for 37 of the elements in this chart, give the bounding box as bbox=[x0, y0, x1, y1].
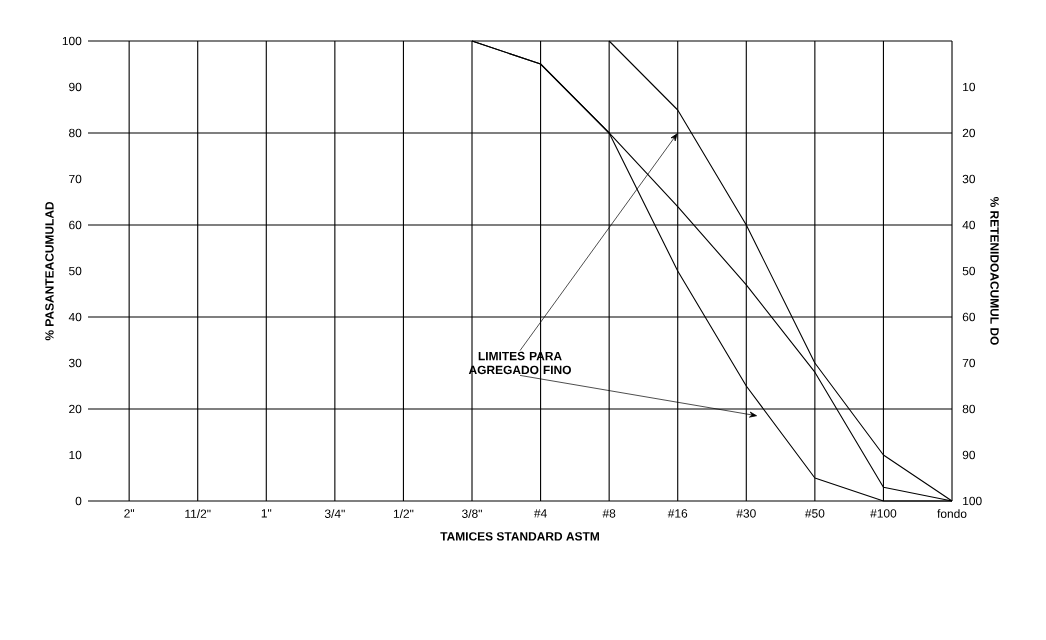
x-tick-label: #8 bbox=[602, 509, 616, 518]
y-tick-label: 30 bbox=[68, 358, 82, 368]
y2-tick-label: 70 bbox=[962, 358, 976, 368]
y-tick-label: 20 bbox=[69, 404, 82, 414]
y2-tick-label: 100 bbox=[963, 496, 982, 506]
y-tick-label: 50 bbox=[69, 266, 82, 276]
x-tick-label: #16 bbox=[667, 509, 688, 518]
y-tick-label: 0 bbox=[75, 496, 82, 506]
x-tick-label: fondo bbox=[937, 509, 967, 518]
y-tick-label: 80 bbox=[69, 128, 82, 138]
x-tick-label: 2" bbox=[124, 509, 135, 518]
y-tick-label: 40 bbox=[68, 312, 82, 322]
x-tick-label: 11/2" bbox=[185, 509, 211, 518]
y2-tick-label: 50 bbox=[962, 266, 976, 276]
x-tick-label: 3/8" bbox=[462, 509, 482, 518]
x-tick-label: #4 bbox=[533, 509, 547, 518]
x-tick-label: 1" bbox=[261, 509, 272, 518]
y-tick-label: 90 bbox=[69, 82, 82, 92]
y-tick-label: 60 bbox=[69, 220, 82, 230]
y2-tick-label: 20 bbox=[962, 128, 976, 138]
y2-axis-title: % RETENIDOACUMUL DO bbox=[990, 196, 999, 345]
y-tick-label: 100 bbox=[62, 36, 82, 46]
y-axis-title: % PASANTEACUMULAD bbox=[45, 201, 54, 341]
y2-tick-label: 60 bbox=[962, 312, 976, 322]
x-tick-label: 1/2" bbox=[393, 509, 414, 518]
y-tick-label: 10 bbox=[69, 450, 82, 460]
x-tick-label: #30 bbox=[736, 509, 756, 518]
x-tick-label: #50 bbox=[804, 509, 825, 518]
x-tick-label: #100 bbox=[870, 509, 897, 518]
x-tick-label: 3/4" bbox=[324, 509, 345, 518]
y2-tick-label: 30 bbox=[962, 174, 976, 184]
y2-tick-label: 40 bbox=[962, 220, 976, 230]
y2-tick-label: 90 bbox=[962, 450, 976, 460]
y2-tick-label: 10 bbox=[963, 82, 976, 92]
y-tick-label: 70 bbox=[69, 174, 82, 184]
x-axis-title: TAMICES STANDARD ASTM bbox=[440, 532, 599, 541]
y2-tick-label: 80 bbox=[962, 404, 976, 414]
